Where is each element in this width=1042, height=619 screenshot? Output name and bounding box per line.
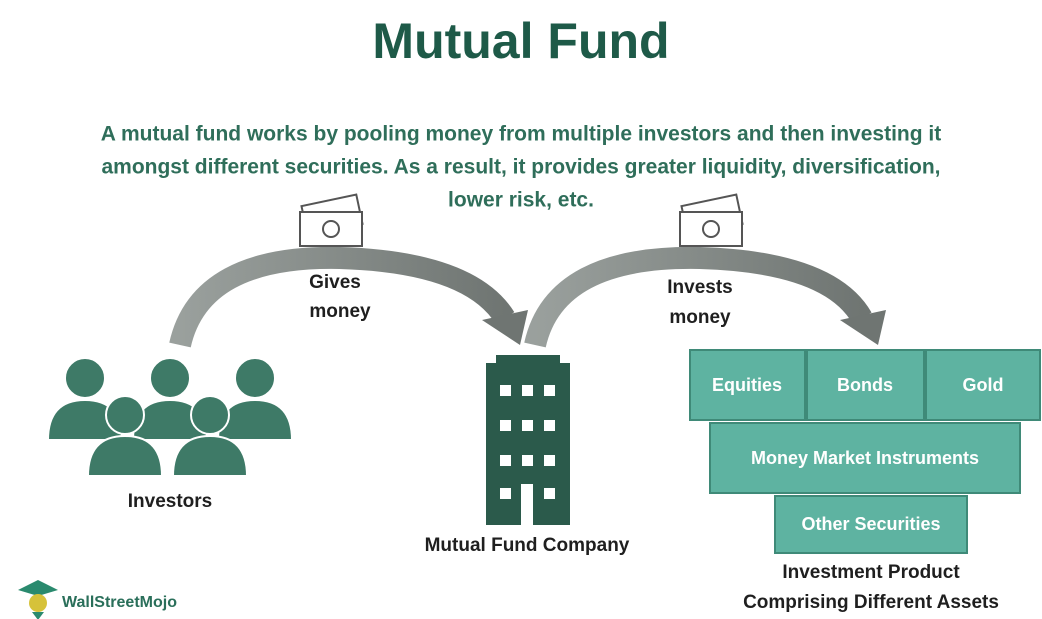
flow-label: money <box>669 307 731 328</box>
logo-text: WallStreetMojo <box>62 594 177 611</box>
asset-tile <box>774 495 968 554</box>
asset-label: Other Securities <box>801 514 940 534</box>
asset-label: Gold <box>963 375 1004 395</box>
asset-label: Equities <box>712 375 782 395</box>
building-icon <box>486 355 570 525</box>
description-line: lower risk, etc. <box>448 189 594 212</box>
asset-tile <box>709 422 1021 494</box>
money-icon <box>299 193 364 247</box>
description-line: amongst different securities. As a resul… <box>101 156 940 179</box>
description-line: A mutual fund works by pooling money fro… <box>101 123 941 146</box>
flow-label: Invests <box>667 277 732 298</box>
flow-label: Gives <box>309 272 361 293</box>
node-label: Investment Product <box>782 562 960 583</box>
asset-tile <box>689 349 806 421</box>
asset-label: Money Market Instruments <box>751 448 979 468</box>
arrow <box>169 246 528 348</box>
asset-label: Bonds <box>837 375 893 395</box>
money-icon <box>679 193 744 247</box>
asset-tile <box>925 349 1041 421</box>
logo-icon <box>18 580 58 619</box>
title: Mutual Fund <box>372 13 669 69</box>
asset-tile <box>806 349 925 421</box>
node-label: Investors <box>128 491 212 512</box>
investors-icon <box>46 357 294 477</box>
flow-label: money <box>309 301 371 322</box>
node-label: Mutual Fund Company <box>425 535 630 556</box>
node-label: Comprising Different Assets <box>743 592 999 613</box>
arrow <box>524 246 886 348</box>
